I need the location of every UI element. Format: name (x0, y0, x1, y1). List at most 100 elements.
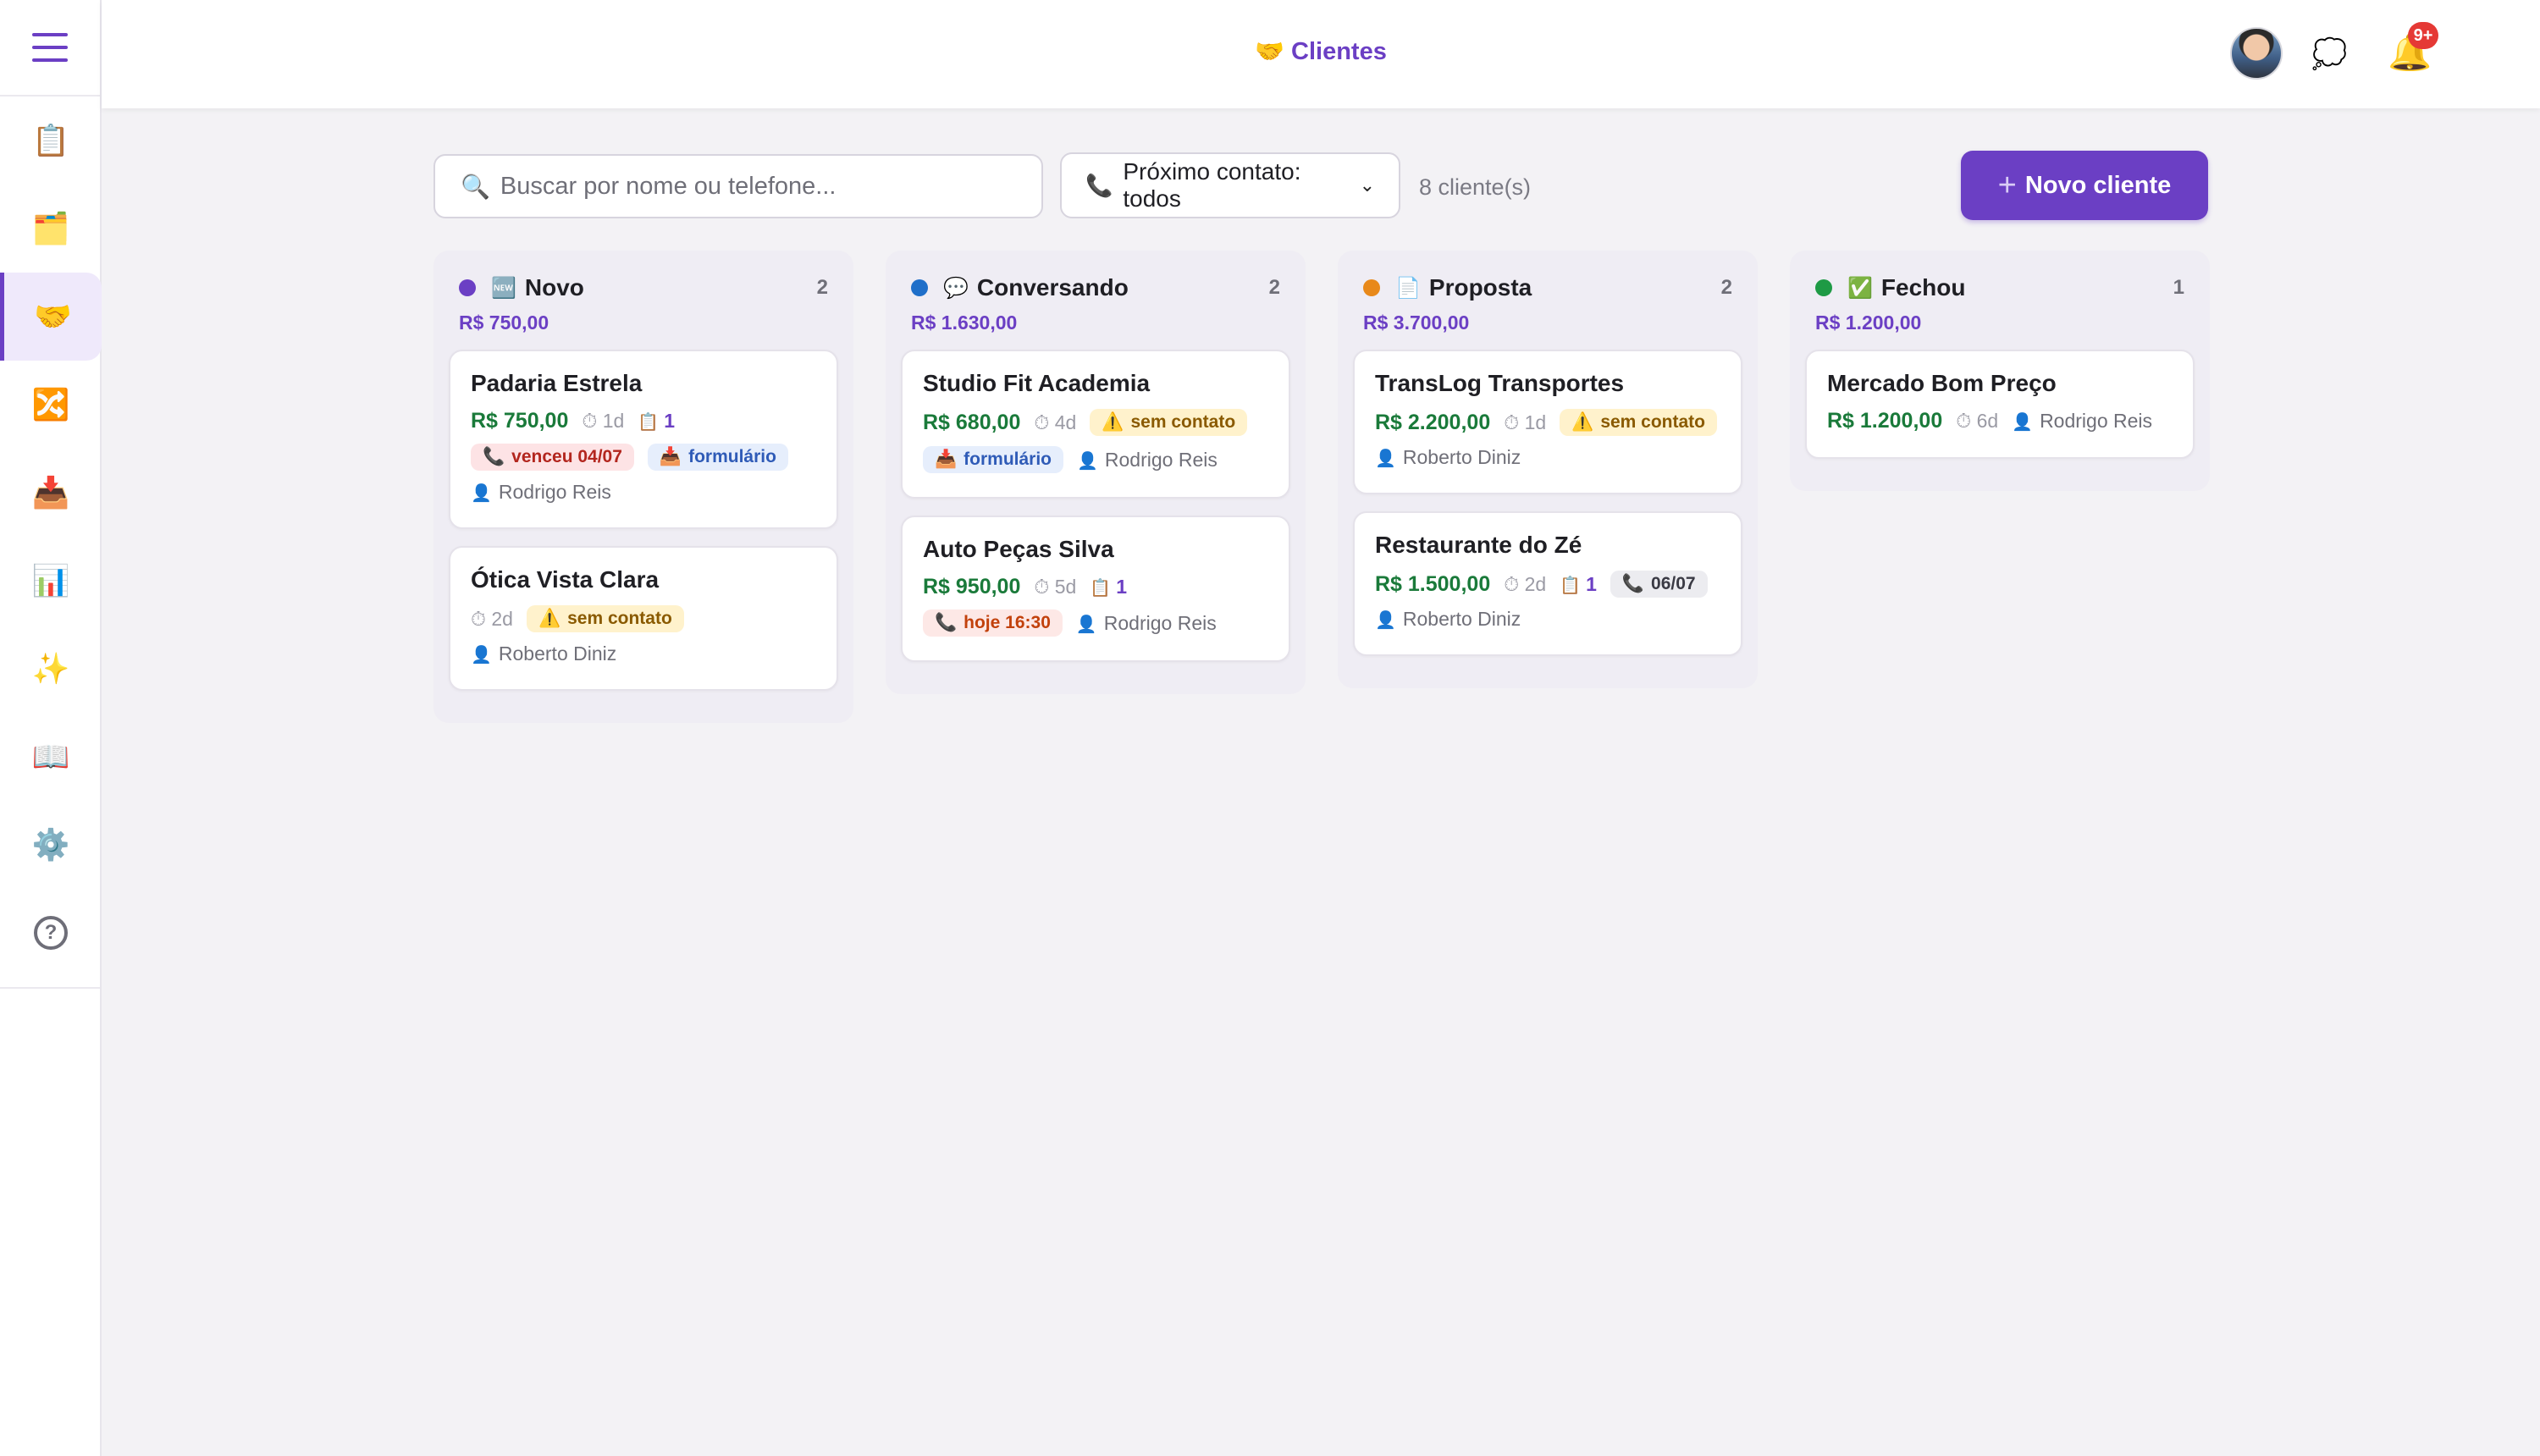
deal-value: R$ 750,00 (471, 409, 569, 433)
person-icon: 👤 (2012, 413, 2034, 432)
task-count-label: 1 (1586, 572, 1597, 595)
deal-value: R$ 1.200,00 (1827, 409, 1943, 433)
column-count: 1 (2173, 276, 2184, 299)
status-chip-warn: ⚠️ sem contato (526, 605, 684, 632)
days-since: ⏱ 5d (1034, 576, 1076, 598)
plus-icon: + (1997, 167, 2017, 203)
chevron-down-icon: ⌄ (1359, 174, 1375, 196)
owner: 👤 Rodrigo Reis (471, 481, 611, 504)
shuffle-icon: 🔀 (31, 387, 70, 422)
card-chip-row: 📞 venceu 04/07 📥 formulário (471, 444, 816, 471)
clipboard-icon: 📋 (1090, 579, 1112, 598)
days-label: 1d (1524, 411, 1547, 433)
clipboard-icon: 📋 (31, 123, 70, 157)
next-contact-filter-select[interactable]: 📞 Próximo contato: todos ⌄ (1060, 152, 1400, 218)
days-label: 2d (1524, 572, 1547, 595)
client-card[interactable]: Ótica Vista Clara ⏱ 2d ⚠️ sem contato 👤 Rober… (449, 546, 838, 691)
column-header: 💬 Conversando 2 (901, 269, 1290, 306)
warning-icon: ⚠️ (1102, 412, 1124, 432)
days-label: 6d (1976, 410, 1999, 432)
clock-icon: ⏱ (582, 410, 598, 432)
owner-name: Rodrigo Reis (498, 481, 611, 503)
clock-icon: ⏱ (1504, 411, 1520, 433)
sidebar-item-help[interactable]: ? (0, 889, 102, 977)
card-meta-row: R$ 1.200,00 ⏱ 6d 👤 Rodrigo Reis (1827, 409, 2173, 433)
help-icon: ? (34, 916, 68, 950)
owner-name: Roberto Diniz (498, 643, 617, 665)
search-box[interactable]: 🔍 (433, 154, 1043, 218)
sidebar-nav: 📋 🗂️ 🤝 🔀 📥 📊 ✨ 📖 ⚙️? (0, 97, 102, 989)
column-title: Fechou (1880, 274, 1966, 301)
task-count: 📋 1 (1560, 573, 1597, 596)
status-dot (459, 279, 476, 296)
client-card[interactable]: Mercado Bom Preço R$ 1.200,00 ⏱ 6d 👤 Rodrigo… (1805, 350, 2195, 459)
clock-icon: ⏱ (1504, 572, 1520, 595)
client-name: Studio Fit Academia (923, 370, 1151, 396)
clock-icon: ⏱ (1034, 411, 1050, 433)
sidebar-item-clipboard[interactable]: 📋 (0, 97, 102, 185)
deal-value: R$ 950,00 (923, 575, 1021, 598)
column-icon: ✅ (1847, 276, 1873, 300)
card-meta-row: R$ 2.200,00 ⏱ 1d ⚠️ sem contato (1375, 409, 1720, 436)
chip-label: sem contato (1130, 412, 1236, 432)
deal-value: R$ 1.500,00 (1375, 571, 1491, 596)
status-chip-warn: ⚠️ sem contato (1560, 409, 1718, 436)
avatar[interactable] (2230, 27, 2283, 80)
client-card[interactable]: Studio Fit Academia R$ 680,00 ⏱ 4d ⚠️ sem co… (901, 350, 1290, 499)
warning-icon: ⚠️ (1571, 412, 1594, 432)
person-icon: 👤 (1375, 611, 1396, 630)
client-card[interactable]: Restaurante do Zé R$ 1.500,00 ⏱ 2d 📋 1 📞 06/07… (1353, 511, 1742, 656)
owner: 👤 Rodrigo Reis (1076, 612, 1217, 635)
column-conversando: 💬 Conversando 2 R$ 1.630,00 Studio Fit Acade… (886, 251, 1306, 694)
status-dot (1815, 279, 1832, 296)
person-icon: 👤 (471, 484, 492, 503)
page-title-text: Clientes (1291, 38, 1387, 65)
sidebar-item-gear[interactable]: ⚙️ (0, 801, 102, 889)
person-icon: 👤 (471, 646, 492, 665)
owner-name: Rodrigo Reis (1103, 611, 1217, 634)
clipboard-icon: 📋 (1560, 576, 1582, 595)
card-meta-row: R$ 950,00 ⏱ 5d 📋 1 (923, 575, 1268, 599)
task-count-label: 1 (664, 410, 676, 432)
status-chip-form: 📥 formulário (923, 446, 1063, 473)
person-icon: 👤 (1075, 615, 1097, 634)
sidebar-item-sparkles[interactable]: ✨ (0, 625, 102, 713)
client-card[interactable]: Auto Peças Silva R$ 950,00 ⏱ 5d 📋 1 📞 hoje 16:… (901, 516, 1290, 662)
inbox-icon: 📥 (31, 475, 70, 510)
search-icon: 🔍 (461, 173, 490, 200)
column-title: Novo (524, 274, 584, 301)
column-header: ✅ Fechou 1 (1805, 269, 2195, 306)
task-count-label: 1 (1116, 576, 1128, 598)
sidebar-item-inbox[interactable]: 📥 (0, 449, 102, 537)
sidebar-item-shuffle[interactable]: 🔀 (0, 361, 102, 449)
days-since: ⏱ 6d (1956, 410, 1998, 433)
days-since: ⏱ 1d (1504, 411, 1546, 434)
sidebar-item-handshake[interactable]: 🤝 (0, 273, 102, 361)
sidebar-item-book[interactable]: 📖 (0, 713, 102, 801)
column-count: 2 (816, 276, 828, 299)
filter-selected-value: Próximo contato: todos (1123, 158, 1301, 212)
clipboard-icon: 📋 (638, 413, 660, 432)
client-card[interactable]: Padaria Estrela R$ 750,00 ⏱ 1d 📋 1 📞 venceu 04… (449, 350, 838, 529)
handshake-icon: 🤝 (1255, 38, 1285, 64)
new-client-button[interactable]: + Novo cliente (1961, 151, 2208, 220)
sidebar-item-folder[interactable]: 🗂️ (0, 185, 102, 273)
client-card[interactable]: TransLog Transportes R$ 2.200,00 ⏱ 1d ⚠️ sem… (1353, 350, 1742, 494)
warning-icon: ⚠️ (538, 609, 561, 628)
card-owner-row: 📞 hoje 16:30 👤 Rodrigo Reis (923, 609, 1268, 637)
sparkles-icon: ✨ (31, 651, 70, 686)
status-chip-form: 📥 formulário (647, 444, 788, 471)
search-input[interactable] (500, 172, 1008, 201)
status-chip-today: 📞 hoje 16:30 (923, 609, 1063, 637)
status-dot (911, 279, 928, 296)
notifications-badge[interactable]: 9+ (2408, 22, 2438, 49)
clock-icon: ⏱ (1956, 410, 1972, 432)
owner-name: Rodrigo Reis (2040, 410, 2153, 432)
hamburger-menu-icon[interactable] (32, 33, 68, 62)
owner-name: Roberto Diniz (1402, 608, 1521, 630)
sidebar-item-chart[interactable]: 📊 (0, 537, 102, 625)
phone-icon: 📞 (1085, 172, 1113, 198)
column-novo: 🆕 Novo 2 R$ 750,00 Padaria Estrela R$ 750,00 ⏱… (433, 251, 853, 723)
chip-label: sem contato (1600, 412, 1706, 432)
chat-icon[interactable]: 💭 (2311, 38, 2348, 70)
